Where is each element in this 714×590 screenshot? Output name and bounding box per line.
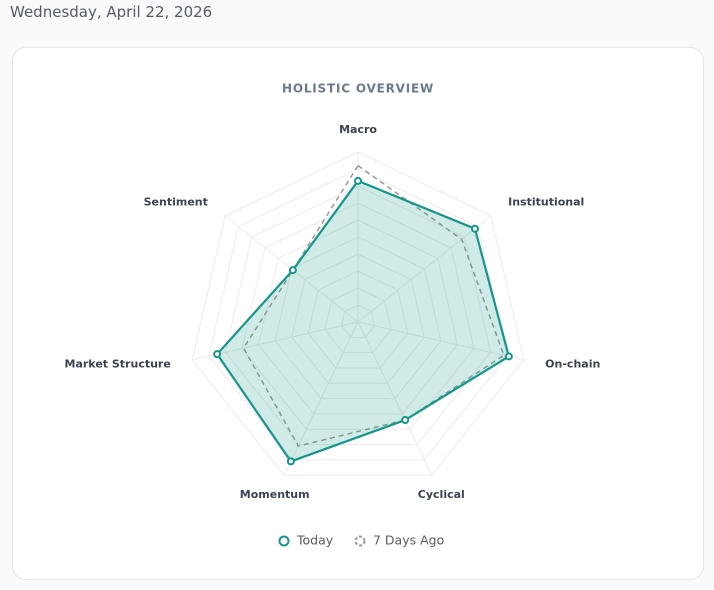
data-point (354, 176, 362, 185)
grid-ring (324, 287, 392, 354)
grid-ring (224, 185, 492, 446)
axis-label: Sentiment (144, 195, 208, 208)
grid-ring (340, 304, 376, 338)
axis-label: Market Structure (65, 358, 171, 371)
series-area (242, 164, 505, 447)
data-point (470, 224, 479, 233)
data-point (286, 457, 295, 466)
grid-ring (258, 219, 458, 415)
data-point (504, 352, 513, 361)
chart-title: HOLISTIC OVERVIEW (282, 82, 434, 96)
axis-label: On-chain (545, 358, 600, 371)
spoke (283, 321, 359, 476)
data-point (401, 416, 410, 425)
data-point (288, 266, 297, 275)
axis-label: Momentum (240, 488, 310, 501)
grid-ring (208, 168, 508, 461)
grid-ring (241, 202, 475, 430)
spoke (357, 321, 433, 476)
date: Wednesday, April 22, 2026 (10, 3, 213, 21)
grid-ring (307, 270, 409, 369)
legend-label: 7 Days Ago (373, 533, 444, 548)
legend-swatch (354, 535, 366, 547)
grid-ring (191, 151, 525, 476)
grid-ring (274, 236, 442, 400)
axis-label: Macro (339, 123, 377, 136)
spoke (357, 321, 524, 361)
axis-label: Institutional (508, 195, 584, 208)
axis-label: Cyclical (418, 488, 465, 501)
spoke (357, 215, 492, 323)
data-point (213, 350, 222, 359)
grid-ring (291, 253, 425, 384)
legend-swatch (278, 535, 290, 547)
series-area (215, 179, 511, 463)
legend-label: Today (296, 533, 334, 548)
